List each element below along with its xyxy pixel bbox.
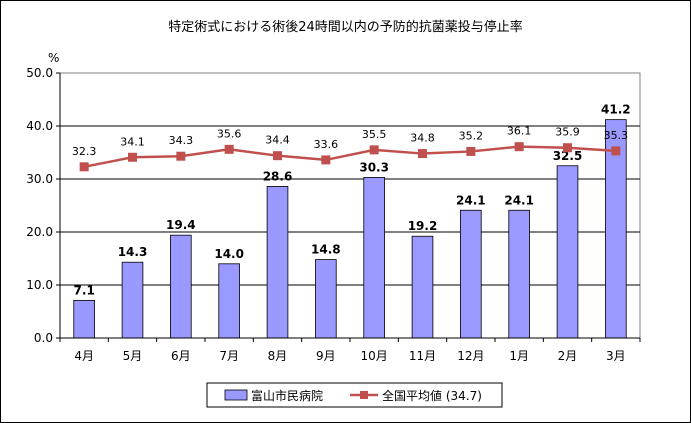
line-point [273,151,282,161]
line-point [369,145,379,155]
bar-value-label: 41.2 [601,103,631,117]
plot-area [59,72,641,339]
legend: 富山市民病院 全国平均値 (34.7) [206,382,503,408]
line-point [611,146,621,156]
line-value-label: 35.9 [555,126,580,139]
y-tick-label: 20.0 [26,225,53,239]
line-value-label: 34.8 [410,132,435,145]
legend-line-label: 全国平均値 (34.7) [382,388,482,403]
line-value-label: 35.6 [217,127,242,140]
bar [411,235,434,339]
line-point [321,155,331,165]
bar [508,209,530,339]
line-value-label: 36.1 [507,125,532,138]
x-tick-label: 11月 [409,349,436,363]
bar-value-label: 19.4 [166,218,196,232]
x-tick-label: 5月 [123,349,143,363]
legend-line-marker [360,391,368,399]
line-point [224,144,234,154]
bar [121,261,144,339]
line-value-label: 34.3 [169,134,194,147]
bar-value-label: 7.1 [74,283,95,297]
bar-value-label: 14.3 [118,245,148,259]
bar [170,234,192,339]
line-point [176,151,186,161]
x-tick-label: 4月 [74,349,94,363]
legend-bar-swatch [224,389,248,401]
bar-value-label: 32.5 [553,149,583,163]
x-tick-label: 2月 [558,349,578,363]
bar-value-label: 24.1 [456,193,486,207]
x-axis: 4月 5月 6月 7月 8月 9月 10月 11月 12月 1月 2月 3月 [59,337,641,363]
line-point [128,152,137,162]
line-point [563,143,572,153]
bar [315,259,337,339]
x-tick-label: 10月 [361,349,388,363]
bar-value-label: 24.1 [504,193,534,207]
line-series: 32.3 34.1 34.3 35.6 34.4 33.6 35.5 34.8 35.2 36.1… [72,125,628,172]
line-value-label: 34.4 [265,134,290,147]
x-tick-label: 7月 [219,349,239,363]
bar [556,165,579,339]
line-point [79,162,89,172]
bar [363,177,385,339]
bar-value-label: 28.6 [263,169,293,183]
y-tick-label: 40.0 [26,119,53,133]
gridlines [60,125,640,286]
line-value-label: 35.5 [362,128,387,141]
bar [218,263,240,339]
x-tick-label: 3月 [606,349,626,363]
line-point [514,142,524,152]
line-value-label: 33.6 [314,138,339,151]
y-tick-label: 30.0 [26,172,53,186]
x-tick-label: 12月 [457,349,484,363]
line-point [466,146,476,156]
x-tick-label: 8月 [268,349,288,363]
average-line [83,145,616,169]
bar-value-label: 30.3 [359,160,389,174]
line-value-label: 35.2 [459,129,484,142]
bar [266,186,289,339]
line-value-label: 34.1 [120,135,145,148]
x-tick-label: 9月 [316,349,336,363]
y-tick-label: 10.0 [26,278,53,292]
bar-value-label: 14.0 [214,247,244,261]
x-tick-label: 6月 [171,349,191,363]
bar-series: 7.1 14.3 19.4 14.0 28.6 14.8 30.3 19.2 24.1 24.1 3… [73,103,631,339]
bar [73,299,95,339]
x-tick-label: 1月 [509,349,529,363]
y-tick-label: 50.0 [26,66,53,80]
bar [460,209,482,339]
legend-bar-label: 富山市民病院 [251,388,323,403]
line-value-label: 32.3 [72,145,97,158]
y-axis-unit: % [48,51,59,65]
y-tick-label: 0.0 [34,331,53,345]
line-point [418,149,427,159]
y-axis: 0.0 10.0 20.0 30.0 40.0 50.0 [26,66,61,345]
line-value-label: 35.3 [604,129,629,142]
chart-title: 特定術式における術後24時間以内の予防的抗菌薬投与停止率 [168,20,523,35]
bar-value-label: 19.2 [408,219,438,233]
bar-value-label: 14.8 [311,243,341,257]
